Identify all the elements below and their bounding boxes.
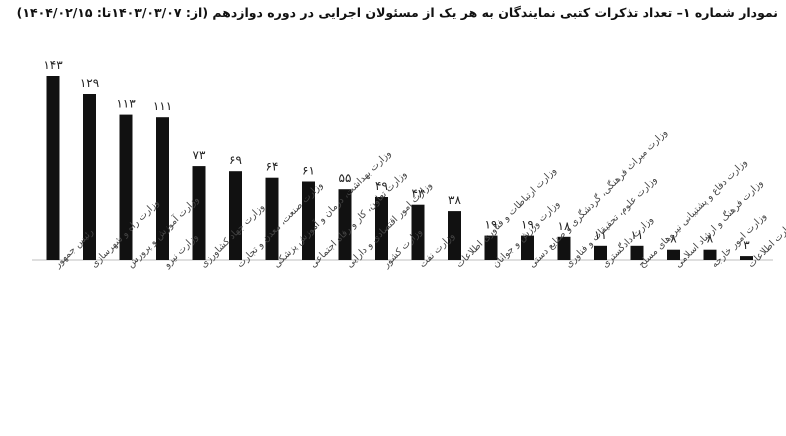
bar [667, 249, 680, 260]
bar [703, 249, 717, 260]
bar [740, 256, 753, 260]
value-labels-layer: ۱۴۳ ۱۲۹ ۱۱۳ ۱۱۱ ۷۳ ۶۹ ۶۴ ۶۱ ۵۵ ۴۹ ۴۳ ۳۸ ۱۹ ۱۹ ۱۸ ۱۱ ۱۱ ۸ ۸… [43, 58, 750, 252]
value-label: ۷۳ [193, 148, 206, 162]
bar [229, 171, 242, 260]
chart-title: نمودار شماره ۱– تعداد تذکرات کتبی نمایند… [16, 5, 778, 20]
bar [630, 245, 644, 260]
value-label: ۱۱۱ [153, 99, 172, 113]
value-label: ۱۴۳ [43, 58, 63, 72]
value-label: ۸ [670, 232, 677, 246]
value-label: ۸ [707, 232, 714, 246]
bar [46, 76, 60, 260]
value-label: ۵۵ [339, 171, 352, 185]
value-label: ۱۹ [485, 218, 498, 232]
bar [594, 245, 607, 260]
bar [557, 236, 571, 260]
bar [302, 181, 315, 260]
value-label: ۳۸ [448, 193, 461, 207]
bar [375, 197, 388, 260]
value-label: ۶۱ [302, 164, 315, 178]
value-label: ۱۲۹ [80, 76, 99, 90]
bar [521, 235, 534, 260]
bar [192, 166, 206, 260]
bar [338, 189, 352, 260]
bar [119, 114, 133, 260]
bar [411, 204, 425, 260]
bar [83, 94, 96, 260]
bar [484, 235, 498, 260]
value-label: ۴۳ [412, 187, 425, 201]
bar [448, 211, 461, 260]
value-label: ۴۹ [375, 179, 388, 193]
value-label: ۱۹ [521, 218, 534, 232]
value-label: ۱۱ [631, 228, 644, 242]
value-label: ۳ [743, 238, 750, 252]
bars-layer [46, 76, 753, 260]
bar [265, 177, 279, 260]
bar [156, 117, 169, 260]
value-label: ۱۸ [558, 219, 571, 233]
value-label: ۱۱۳ [116, 97, 136, 111]
value-label: ۱۱ [594, 228, 607, 242]
value-label: ۶۹ [229, 153, 242, 167]
value-label: ۶۴ [266, 160, 279, 174]
